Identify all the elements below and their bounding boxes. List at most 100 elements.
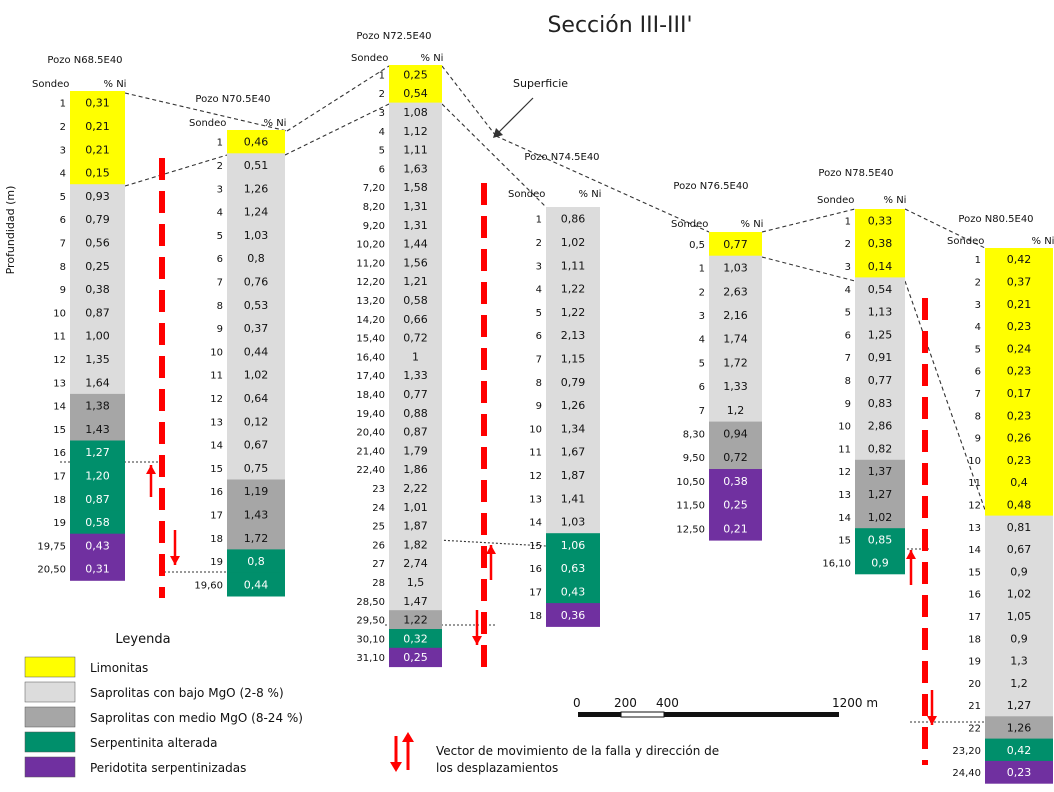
scale-label-200: 200 (614, 696, 637, 710)
layer-cell-S (70, 300, 125, 325)
scale-label-1200: 1200 m (832, 696, 878, 710)
ni-value: 1,26 (561, 399, 586, 412)
layer-cell-S (389, 159, 442, 179)
depth-label: 1 (379, 70, 385, 81)
ni-value: 1,22 (403, 614, 428, 627)
depth-label: 14 (53, 402, 66, 413)
ni-value: 0,44 (244, 345, 269, 358)
depth-label: 17 (210, 510, 223, 521)
layer-cell-M (985, 716, 1053, 740)
ni-value: 0,54 (868, 283, 893, 296)
depth-label: 16,10 (822, 558, 851, 569)
depth-label: 7 (975, 389, 981, 400)
layer-cell-S (985, 627, 1053, 650)
fault-arrow-up-head (146, 465, 156, 474)
ni-value: 0,12 (244, 415, 269, 428)
layer-cell-L (985, 426, 1053, 450)
ni-value: 0,75 (244, 462, 269, 475)
ni-value: 0,81 (1007, 521, 1032, 534)
layer-cell-L (70, 160, 125, 185)
ni-value: 0,15 (85, 167, 110, 180)
header-sondeo: Sondeo (817, 195, 854, 206)
ni-value: 0,79 (85, 213, 110, 226)
layer-cell-S (389, 535, 442, 555)
legend-label: Saprolitas con medio MgO (8-24 %) (90, 711, 303, 725)
ni-value: 0,72 (403, 332, 428, 345)
depth-label: 7 (536, 354, 542, 365)
layer-cell-S (70, 347, 125, 372)
ni-value: 0,54 (403, 87, 428, 100)
depth-label: 12,20 (356, 277, 385, 288)
ni-value: 1 (412, 350, 419, 363)
ni-value: 1,72 (244, 532, 269, 545)
surface-pointer-arrow (493, 97, 534, 138)
ni-value: 0,24 (1007, 342, 1032, 355)
layer-cell-S (70, 230, 125, 255)
layer-cell-L (389, 65, 442, 85)
ni-value: 0,32 (403, 632, 428, 645)
ni-value: 1,34 (561, 422, 586, 435)
layer-cell-S (70, 370, 125, 395)
fault-arrow-up-head (486, 545, 496, 554)
layer-cell-S (855, 368, 905, 392)
layer-cell-S (227, 409, 285, 434)
depth-label: 15 (968, 567, 981, 578)
layer-cell-M (70, 393, 125, 418)
depth-label: 1 (60, 99, 66, 110)
depth-label: 14,20 (356, 315, 385, 326)
header-ni: % Ni (264, 118, 287, 129)
ni-value: 0,42 (1007, 253, 1032, 266)
layer-cell-S (389, 478, 442, 498)
ni-value: 0,82 (868, 442, 893, 455)
y-axis-label: Profundidad (m) (4, 186, 17, 275)
header-sondeo: Sondeo (32, 79, 69, 90)
layer-cell-L (985, 448, 1053, 472)
well-name: Pozo N70.5E40 (195, 94, 270, 105)
ni-value: 1,86 (403, 463, 428, 476)
depth-label: 3 (536, 261, 542, 272)
layer-cell-S (546, 440, 600, 464)
layer-cell-S (227, 199, 285, 224)
ni-value: 1,27 (85, 446, 110, 459)
layer-cell-S (70, 254, 125, 278)
ni-value: 0,25 (85, 260, 110, 273)
ni-value: 1,2 (1010, 677, 1028, 690)
depth-label: 6 (379, 164, 385, 175)
header-ni: % Ni (884, 195, 907, 206)
depth-label: 11 (838, 444, 851, 455)
ni-value: 0,23 (1007, 365, 1032, 378)
depth-label: 4 (217, 208, 223, 219)
depth-label: 18,40 (356, 390, 385, 401)
ni-value: 1,64 (85, 376, 110, 389)
layer-cell-L (855, 231, 905, 256)
layer-cell-S (227, 153, 285, 178)
layer-cell-S (70, 324, 125, 348)
layer-cell-L (985, 270, 1053, 294)
depth-label: 19 (968, 657, 981, 668)
header-sondeo: Sondeo (671, 219, 708, 230)
layer-cell-S (855, 300, 905, 324)
layer-cell-S (227, 363, 285, 387)
legend-swatch-G (24, 731, 76, 753)
ni-value: 0,66 (403, 313, 428, 326)
boundary-dash-line (761, 256, 856, 282)
depth-label: 2 (60, 122, 66, 133)
ni-value: 2,74 (403, 557, 428, 570)
depth-label: 8,30 (683, 429, 705, 440)
depth-label: 2 (699, 287, 705, 298)
depth-label: 5 (536, 308, 542, 319)
ni-value: 1,26 (244, 182, 269, 195)
depth-label: 2 (975, 277, 981, 288)
depth-label: 21 (968, 701, 981, 712)
depth-label: 9,50 (683, 453, 705, 464)
depth-label: 5 (60, 192, 66, 203)
ni-value: 0,91 (868, 351, 893, 364)
scale-label-0: 0 (573, 696, 581, 710)
ni-value: 0,51 (244, 159, 269, 172)
depth-label: 15 (838, 536, 851, 547)
depth-label: 10 (210, 347, 223, 358)
ni-value: 0,43 (85, 539, 110, 552)
depth-label: 13 (968, 523, 981, 534)
